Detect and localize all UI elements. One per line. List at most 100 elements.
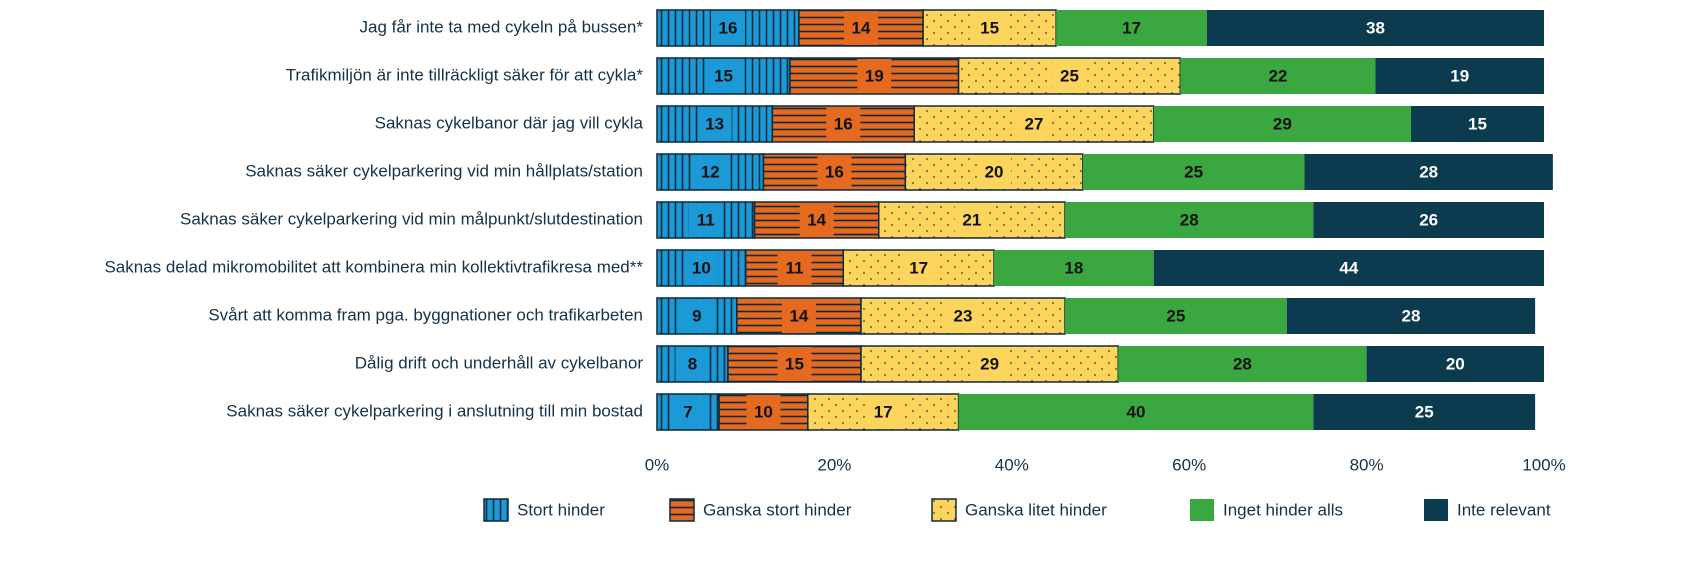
category-label: Jag får inte ta med cykeln på bussen* bbox=[360, 17, 644, 36]
value-label: 16 bbox=[825, 162, 844, 181]
legend-swatch-pattern bbox=[669, 498, 695, 522]
value-label: 10 bbox=[692, 258, 711, 277]
bar-segment bbox=[1153, 106, 1411, 142]
value-label: 26 bbox=[1419, 210, 1438, 229]
label-background bbox=[671, 395, 706, 429]
bar-segment bbox=[1313, 202, 1544, 238]
label-background bbox=[688, 203, 723, 237]
bar-segment bbox=[1180, 58, 1376, 94]
value-label: 28 bbox=[1180, 210, 1199, 229]
label-background bbox=[710, 11, 745, 45]
value-label: 15 bbox=[714, 66, 733, 85]
value-label: 27 bbox=[1025, 114, 1044, 133]
value-label: 17 bbox=[874, 402, 893, 421]
x-tick-label: 80% bbox=[1350, 455, 1384, 474]
label-background bbox=[817, 155, 852, 189]
bar-segment bbox=[1410, 106, 1544, 142]
legend-label: Inte relevant bbox=[1457, 500, 1551, 519]
value-label: 12 bbox=[701, 162, 720, 181]
value-label: 17 bbox=[909, 258, 928, 277]
value-label: 20 bbox=[1446, 354, 1465, 373]
value-label: 22 bbox=[1268, 66, 1287, 85]
label-background bbox=[844, 11, 879, 45]
value-label: 15 bbox=[785, 354, 804, 373]
label-background bbox=[901, 251, 936, 285]
value-label: 28 bbox=[1233, 354, 1252, 373]
category-label: Saknas säker cykelparkering i anslutning… bbox=[226, 401, 643, 420]
category-label: Saknas säker cykelparkering vid min målp… bbox=[180, 209, 643, 228]
bar-segment bbox=[1065, 202, 1314, 238]
bar-segment bbox=[1153, 250, 1544, 286]
category-label: Trafikmiljön är inte tillräckligt säker … bbox=[286, 65, 644, 84]
label-background bbox=[972, 347, 1007, 381]
value-label: 28 bbox=[1419, 162, 1438, 181]
label-background bbox=[1016, 107, 1051, 141]
value-label: 14 bbox=[789, 306, 808, 325]
x-tick-label: 100% bbox=[1522, 455, 1565, 474]
x-tick-label: 40% bbox=[995, 455, 1029, 474]
bar-segment bbox=[1206, 10, 1544, 46]
value-label: 16 bbox=[718, 18, 737, 37]
bar-segment bbox=[958, 394, 1314, 430]
category-label: Saknas cykelbanor där jag vill cykla bbox=[375, 113, 644, 132]
legend-label: Stort hinder bbox=[517, 500, 605, 519]
value-label: 38 bbox=[1366, 18, 1385, 37]
label-background bbox=[746, 395, 781, 429]
bar-segment bbox=[1056, 10, 1207, 46]
label-background bbox=[693, 155, 728, 189]
label-background bbox=[697, 107, 732, 141]
label-background bbox=[857, 59, 892, 93]
value-label: 21 bbox=[962, 210, 981, 229]
legend-label: Inget hinder alls bbox=[1223, 500, 1343, 519]
value-label: 14 bbox=[807, 210, 826, 229]
value-label: 29 bbox=[1273, 114, 1292, 133]
bar-segment bbox=[1118, 346, 1367, 382]
bar-segment bbox=[1082, 154, 1305, 190]
legend-label: Ganska litet hinder bbox=[965, 500, 1107, 519]
x-tick-label: 60% bbox=[1172, 455, 1206, 474]
value-label: 25 bbox=[1184, 162, 1203, 181]
label-background bbox=[679, 299, 714, 333]
value-label: 28 bbox=[1401, 306, 1420, 325]
label-background bbox=[706, 59, 741, 93]
value-label: 18 bbox=[1064, 258, 1083, 277]
value-label: 44 bbox=[1339, 258, 1358, 277]
label-background bbox=[954, 203, 989, 237]
label-background bbox=[946, 299, 981, 333]
label-background bbox=[972, 11, 1007, 45]
value-label: 25 bbox=[1060, 66, 1079, 85]
value-label: 16 bbox=[834, 114, 853, 133]
value-label: 8 bbox=[688, 354, 697, 373]
value-label: 23 bbox=[954, 306, 973, 325]
x-tick-label: 20% bbox=[817, 455, 851, 474]
label-background bbox=[675, 347, 710, 381]
bar-segment bbox=[1313, 394, 1536, 430]
bar-segment bbox=[1366, 346, 1544, 382]
value-label: 15 bbox=[980, 18, 999, 37]
label-background bbox=[1052, 59, 1087, 93]
legend-swatch bbox=[1190, 499, 1214, 521]
value-label: 10 bbox=[754, 402, 773, 421]
legend-swatch-pattern bbox=[483, 498, 509, 522]
value-label: 20 bbox=[985, 162, 1004, 181]
label-background bbox=[777, 251, 812, 285]
bar-segment bbox=[1286, 298, 1536, 334]
label-background bbox=[826, 107, 861, 141]
category-label: Saknas delad mikromobilitet att kombiner… bbox=[104, 257, 643, 276]
category-label: Dålig drift och underhåll av cykelbanor bbox=[355, 353, 644, 372]
bar-segment bbox=[1065, 298, 1287, 334]
label-background bbox=[777, 347, 812, 381]
value-label: 29 bbox=[980, 354, 999, 373]
legend-label: Ganska stort hinder bbox=[703, 500, 852, 519]
value-label: 7 bbox=[683, 402, 692, 421]
bar-segment bbox=[1304, 154, 1553, 190]
category-label: Saknas säker cykelparkering vid min håll… bbox=[245, 161, 643, 180]
label-background bbox=[781, 299, 816, 333]
legend-swatch-pattern bbox=[931, 498, 957, 522]
label-background bbox=[866, 395, 901, 429]
value-label: 25 bbox=[1166, 306, 1185, 325]
legend-swatch bbox=[1424, 499, 1448, 521]
value-label: 25 bbox=[1415, 402, 1434, 421]
value-label: 13 bbox=[705, 114, 724, 133]
